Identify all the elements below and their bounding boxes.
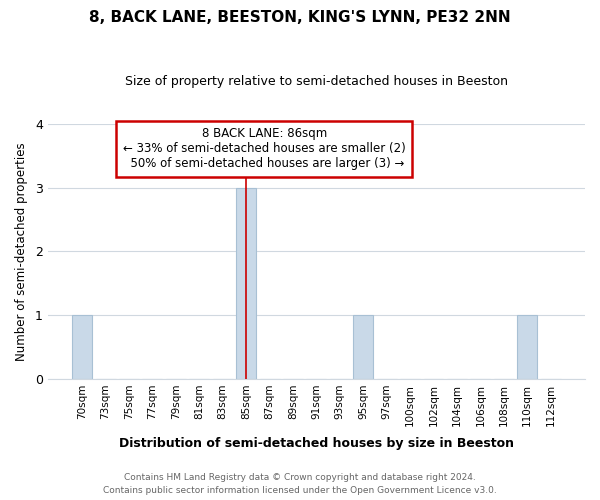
Bar (353, 315, 373, 379)
Text: Contains HM Land Registry data © Crown copyright and database right 2024.
Contai: Contains HM Land Registry data © Crown c… (103, 474, 497, 495)
Y-axis label: Number of semi-detached properties: Number of semi-detached properties (15, 142, 28, 360)
Title: Size of property relative to semi-detached houses in Beeston: Size of property relative to semi-detach… (125, 75, 508, 88)
Text: 8, BACK LANE, BEESTON, KING'S LYNN, PE32 2NN: 8, BACK LANE, BEESTON, KING'S LYNN, PE32… (89, 10, 511, 25)
X-axis label: Distribution of semi-detached houses by size in Beeston: Distribution of semi-detached houses by … (119, 437, 514, 450)
Bar (72, 315, 92, 379)
Bar (517, 315, 537, 379)
Bar (236, 188, 256, 379)
Text: 8 BACK LANE: 86sqm
← 33% of semi-detached houses are smaller (2)
  50% of semi-d: 8 BACK LANE: 86sqm ← 33% of semi-detache… (123, 127, 406, 170)
